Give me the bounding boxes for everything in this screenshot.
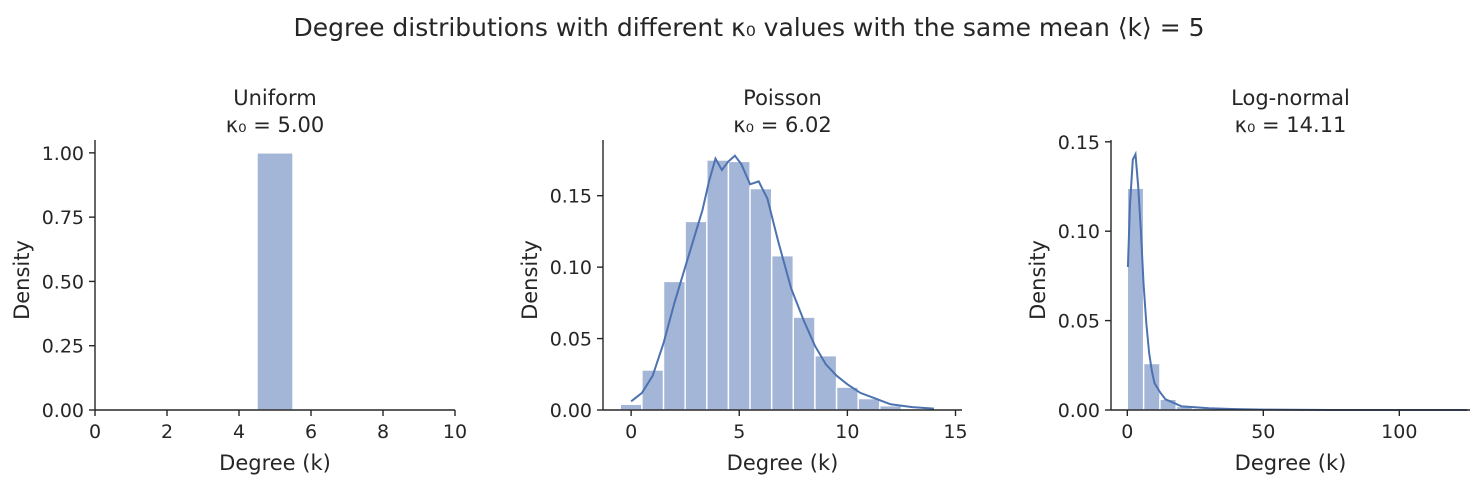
y-axis-label: Density (518, 240, 542, 320)
histogram-bar (727, 160, 751, 411)
y-tick-label: 0.10 (550, 257, 592, 279)
y-tick-label: 0.00 (550, 400, 592, 422)
y-tick-label: 0.75 (42, 207, 84, 229)
histogram-bar (857, 397, 881, 411)
histogram-bar (619, 403, 643, 411)
histogram-bar (749, 187, 773, 411)
x-tick-label: 0 (1121, 421, 1133, 443)
y-axis-label: Density (10, 240, 34, 320)
y-axis-label: Density (1026, 240, 1050, 320)
histogram-bar (706, 159, 730, 411)
x-tick-label: 2 (161, 421, 173, 443)
figure-suptitle: Degree distributions with different κ₀ v… (293, 13, 1204, 42)
x-tick-label: 6 (305, 421, 317, 443)
x-tick-label: 50 (1251, 421, 1275, 443)
histogram-bar (256, 152, 294, 411)
y-tick-label: 0.00 (42, 400, 84, 422)
subplot-title: Log-normal (1231, 86, 1350, 110)
subplot-uniform: Uniform κ₀ = 5.00 0 2 4 6 8 10 0.00 0.25 0.50 0.75 1… (10, 86, 467, 475)
x-tick-label: 100 (1381, 421, 1417, 443)
x-tick-label: 0 (625, 421, 637, 443)
subplot-lognormal: Log-normal κ₀ = 14.11 0 50 100 0.00 0.05 0.10 0.… (1026, 86, 1470, 475)
x-tick-label: 10 (443, 421, 467, 443)
x-axis-label: Degree (k) (727, 451, 839, 475)
subplot-kappa-label: κ₀ = 14.11 (1235, 113, 1347, 137)
x-axis-label: Degree (k) (1235, 451, 1347, 475)
x-tick-label: 4 (233, 421, 245, 443)
y-tick-label: 1.00 (42, 143, 84, 165)
histogram-bar (792, 316, 816, 411)
x-tick-label: 5 (733, 421, 745, 443)
y-tick-label: 0.50 (42, 271, 84, 293)
x-tick-label: 8 (377, 421, 389, 443)
x-tick-label: 15 (943, 421, 967, 443)
subplot-kappa-label: κ₀ = 6.02 (733, 113, 832, 137)
kde-curve (630, 154, 934, 410)
kde-curve (1126, 150, 1468, 411)
subplot-title: Uniform (233, 86, 316, 110)
subplot-poisson: Poisson κ₀ = 6.02 0 5 10 15 0.00 0.05 0.10 0.15 De… (518, 86, 968, 475)
y-tick-label: 0.10 (1058, 221, 1100, 243)
subplot-kappa-label: κ₀ = 5.00 (226, 113, 325, 137)
subplot-title: Poisson (743, 86, 822, 110)
y-tick-label: 0.25 (42, 336, 84, 358)
y-tick-label: 0.05 (1058, 311, 1100, 333)
histogram-bar (835, 386, 859, 411)
histogram-bar (770, 255, 795, 411)
y-tick-label: 0.15 (1058, 132, 1100, 154)
y-tick-label: 0.15 (550, 186, 592, 208)
x-tick-label: 0 (89, 421, 101, 443)
y-tick-label: 0.00 (1058, 400, 1100, 422)
y-tick-label: 0.05 (550, 329, 592, 351)
x-tick-label: 10 (835, 421, 859, 443)
histogram-bar (684, 220, 708, 411)
subplots: Uniform κ₀ = 5.00 0 2 4 6 8 10 0.00 0.25 0.50 0.75 1… (10, 86, 1470, 475)
x-axis-label: Degree (k) (219, 451, 331, 475)
